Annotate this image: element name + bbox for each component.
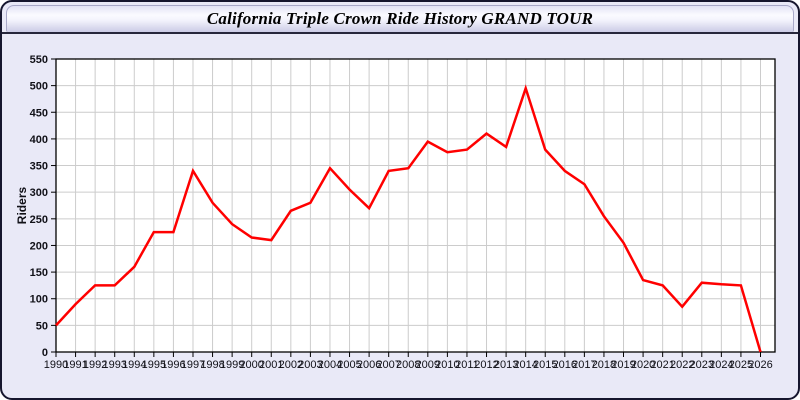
svg-text:2019: 2019 <box>611 359 635 371</box>
svg-text:2008: 2008 <box>396 359 420 371</box>
svg-text:500: 500 <box>30 81 48 93</box>
svg-text:2015: 2015 <box>533 359 557 371</box>
svg-text:2013: 2013 <box>494 359 518 371</box>
riders-series-line <box>55 84 762 353</box>
svg-text:1998: 1998 <box>200 359 224 371</box>
svg-text:1994: 1994 <box>122 359 146 371</box>
svg-text:2005: 2005 <box>337 359 361 371</box>
title-bar: California Triple Crown Ride History GRA… <box>2 5 798 34</box>
svg-text:2014: 2014 <box>513 359 537 371</box>
y-axis-label: Riders <box>15 187 29 225</box>
x-tick-labels: 1990199119921993199419951996199719981999… <box>44 359 773 371</box>
svg-text:150: 150 <box>30 267 48 279</box>
svg-text:200: 200 <box>30 240 48 252</box>
svg-text:2001: 2001 <box>259 359 283 371</box>
axis-ticks <box>51 58 761 357</box>
svg-text:2010: 2010 <box>435 359 459 371</box>
svg-text:1990: 1990 <box>44 359 68 371</box>
svg-text:1992: 1992 <box>83 359 107 371</box>
svg-text:250: 250 <box>30 214 48 226</box>
svg-text:2006: 2006 <box>357 359 381 371</box>
svg-text:1999: 1999 <box>220 359 244 371</box>
svg-text:2024: 2024 <box>709 359 733 371</box>
svg-text:2018: 2018 <box>592 359 616 371</box>
svg-text:2026: 2026 <box>748 359 772 371</box>
svg-text:50: 50 <box>36 320 48 332</box>
x-gridlines <box>75 59 761 352</box>
svg-text:1991: 1991 <box>63 359 87 371</box>
svg-text:350: 350 <box>30 161 48 173</box>
svg-text:2004: 2004 <box>318 359 342 371</box>
svg-text:1996: 1996 <box>161 359 185 371</box>
svg-text:2016: 2016 <box>553 359 577 371</box>
svg-text:2003: 2003 <box>298 359 322 371</box>
svg-text:550: 550 <box>30 54 48 66</box>
svg-text:2000: 2000 <box>239 359 263 371</box>
y-tick-labels: 0 50 100 150 200 250 300 350 400 450 500 550 <box>30 54 48 359</box>
svg-text:0: 0 <box>42 347 48 359</box>
svg-text:2025: 2025 <box>729 359 753 371</box>
plot-area <box>56 59 775 352</box>
svg-text:1993: 1993 <box>102 359 126 371</box>
svg-text:100: 100 <box>30 294 48 306</box>
y-gridlines <box>56 85 775 326</box>
svg-text:300: 300 <box>30 187 48 199</box>
svg-text:1997: 1997 <box>181 359 205 371</box>
svg-text:2023: 2023 <box>690 359 714 371</box>
title-bar-gloss: California Triple Crown Ride History GRA… <box>6 5 794 32</box>
svg-text:2012: 2012 <box>474 359 498 371</box>
svg-text:400: 400 <box>30 134 48 146</box>
svg-text:450: 450 <box>30 107 48 119</box>
plot-border <box>55 58 776 353</box>
svg-text:2007: 2007 <box>376 359 400 371</box>
svg-text:2011: 2011 <box>455 359 479 371</box>
svg-text:2022: 2022 <box>670 359 694 371</box>
svg-text:2020: 2020 <box>631 359 655 371</box>
svg-text:2009: 2009 <box>416 359 440 371</box>
svg-text:2017: 2017 <box>572 359 596 371</box>
svg-text:1995: 1995 <box>142 359 166 371</box>
svg-text:2002: 2002 <box>279 359 303 371</box>
chart-title: California Triple Crown Ride History GRA… <box>206 9 594 28</box>
svg-text:2021: 2021 <box>650 359 674 371</box>
